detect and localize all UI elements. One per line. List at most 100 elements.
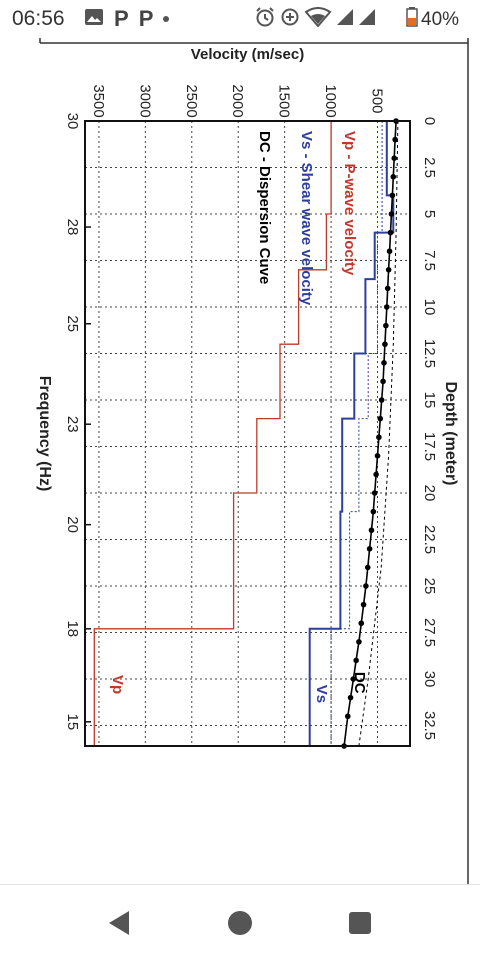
dc-data-point (385, 267, 392, 273)
velocity-tick-label: 1500 (276, 84, 293, 117)
p-notification-icon: P (138, 6, 154, 31)
depth-tick-label: 30 (421, 671, 438, 688)
dc-data-point (363, 583, 369, 589)
depth-tick-label: 15 (421, 392, 438, 409)
depth-tick-label: 17.5 (421, 432, 438, 461)
velocity-depth-chart: 500 1000 1500 2000 2500 3000 3500 0 2.5 5 7.5 10 12… (36, 38, 469, 884)
battery-indicator: 40% (406, 7, 459, 33)
legend-entry-vp: Vp - P-wave velocity (341, 131, 358, 276)
depth-tick-label: 12.5 (421, 339, 438, 368)
frequency-tick-label: 30 (64, 113, 81, 130)
dc-data-point (371, 490, 378, 496)
depth-tick-label: 7.5 (421, 250, 438, 271)
signal-icon (336, 8, 354, 31)
dc-data-point (373, 471, 379, 478)
dc-data-point (344, 713, 351, 720)
dc-data-point (386, 248, 393, 255)
dot-icon (163, 16, 170, 22)
dc-data-point (391, 155, 398, 162)
frequency-tick-label: 20 (64, 516, 81, 533)
dc-data-point (383, 304, 390, 310)
alarm-icon (254, 6, 276, 33)
image-icon (84, 8, 104, 31)
status-bar: 06:56 P P 40% (0, 0, 480, 38)
dc-data-point (374, 453, 381, 459)
dc-data-point (353, 657, 359, 664)
depth-tick-label: 32.5 (421, 711, 438, 740)
navigation-bar (0, 884, 480, 961)
dc-data-point (387, 229, 394, 236)
dc-data-point (380, 378, 386, 385)
frequency-tick-label: 23 (64, 416, 81, 433)
series-dc-line (343, 120, 397, 747)
dc-data-point (370, 508, 377, 515)
depth-tick-label: 27.5 (421, 618, 438, 647)
dc-data-point (392, 136, 398, 143)
depth-tick-label: 10 (421, 299, 438, 316)
frequency-axis-label: Frequency (Hz) (36, 376, 53, 492)
dc-data-point (383, 322, 389, 329)
depth-tick-label: 2.5 (421, 157, 438, 178)
dc-data-point (358, 620, 365, 627)
dc-data-point (390, 174, 397, 180)
signal-icon (358, 8, 376, 31)
series-vp-line (93, 121, 332, 746)
system-icons (254, 6, 376, 33)
series-dc-reference-line (358, 120, 399, 747)
dc-data-point (381, 360, 387, 366)
dc-data-point (376, 434, 382, 441)
depth-tick-label: 25 (421, 578, 438, 595)
notification-icons: P P (84, 6, 170, 31)
dc-data-point (366, 546, 373, 552)
velocity-tick-label: 500 (369, 88, 386, 113)
dc-data-point (356, 639, 362, 645)
dc-data-point (368, 527, 375, 534)
dc-data-point (389, 192, 396, 199)
grid (85, 121, 410, 746)
legend-entry-dc: DC - Dispersion Cuve (256, 131, 273, 284)
frequency-tick-label: 15 (64, 713, 81, 730)
velocity-axis-label: Velocity (m/sec) (191, 46, 304, 63)
series-vs-initial-line (330, 121, 383, 746)
battery-icon (406, 7, 418, 33)
velocity-tick-label: 2500 (183, 84, 200, 117)
dc-data-point (360, 601, 367, 608)
velocity-tick-label: 1000 (322, 84, 339, 117)
p-notification-icon: P (114, 6, 129, 31)
dc-data-point (384, 285, 391, 292)
frequency-tick-label: 18 (64, 620, 81, 637)
depth-tick-label: 0 (421, 117, 438, 125)
frequency-tick-label: 28 (64, 219, 81, 236)
back-button[interactable] (103, 907, 135, 939)
back-triangle-icon (109, 911, 129, 935)
dc-data-point (377, 415, 384, 422)
wifi-icon (304, 6, 332, 32)
legend-entry-vs: Vs - Shear wave velocity (298, 131, 315, 306)
series-layer (93, 118, 399, 749)
depth-tick-label: 20 (421, 485, 438, 502)
dc-data-point (382, 341, 388, 348)
velocity-tick-label: 3000 (136, 84, 153, 117)
velocity-tick-label: 2000 (229, 84, 246, 117)
plot-frame (84, 120, 411, 747)
home-circle-icon (228, 911, 252, 935)
frequency-tick-label: 25 (64, 315, 81, 332)
data-saver-icon (280, 7, 300, 32)
dc-data-point (347, 694, 354, 701)
dc-data-point (378, 397, 385, 403)
series-label-dc: DC (351, 672, 368, 694)
dc-data-point (350, 676, 357, 682)
dc-data-point (388, 211, 395, 217)
recents-button[interactable] (344, 907, 376, 939)
depth-tick-labels: 0 2.5 5 7.5 10 12.5 15 17.5 20 22.5 25 27.5 30 32.5 (421, 117, 438, 740)
dc-data-point (364, 564, 371, 571)
velocity-tick-labels: 500 1000 1500 2000 2500 3000 3500 (90, 84, 386, 117)
recents-square-icon (349, 912, 371, 934)
status-time: 06:56 (12, 7, 65, 30)
depth-tick-label: 22.5 (421, 525, 438, 554)
series-label-vs: Vs (313, 685, 330, 703)
depth-tick-label: 5 (421, 210, 438, 218)
velocity-tick-label: 3500 (90, 84, 107, 117)
home-button[interactable] (224, 907, 256, 939)
frequency-tick-labels: 30 28 25 23 20 18 15 (64, 113, 91, 730)
